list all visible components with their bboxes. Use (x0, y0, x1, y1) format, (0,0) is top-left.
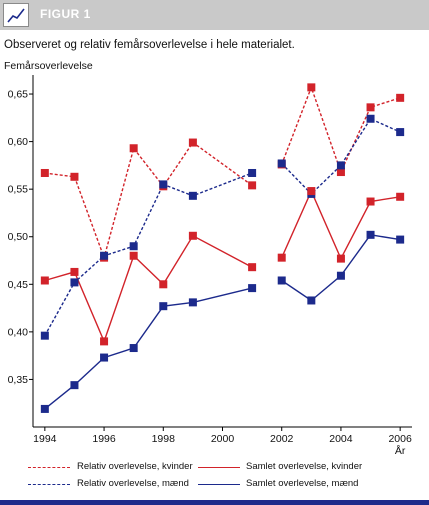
x-tick-label: 2000 (211, 433, 235, 445)
data-point-2 (129, 251, 138, 260)
figure-title: FIGUR 1 (40, 7, 91, 21)
data-point-2 (396, 192, 405, 201)
data-point-1 (70, 278, 79, 287)
data-point-2 (188, 231, 197, 240)
y-axis-label: Femårsoverlevelse (4, 60, 93, 72)
data-point-3 (248, 284, 257, 293)
series-line-0 (44, 141, 253, 261)
legend-label-relative-women: Relativ overlevelse, kvinder (77, 461, 193, 472)
y-tick-label: 0,50 (8, 231, 29, 243)
series-line-1 (281, 117, 401, 195)
data-point-0 (248, 181, 257, 190)
x-tick-label: 2004 (329, 433, 353, 445)
data-point-2 (159, 280, 168, 289)
line-chart: 0,35 0,40 0,45 0,50 0,55 0,60 0,65 1994 1996 1998… (8, 75, 412, 457)
data-point-1 (336, 161, 345, 170)
y-tick-label: 0,45 (8, 279, 29, 291)
data-point-2 (336, 254, 345, 263)
data-point-1 (159, 180, 168, 189)
data-point-2 (366, 197, 375, 206)
legend-swatch-relative-men (28, 484, 70, 485)
legend-label-total-men: Samlet overlevelse, mænd (246, 478, 359, 489)
data-point-3 (188, 298, 197, 307)
data-point-0 (366, 103, 375, 112)
data-point-3 (277, 276, 286, 285)
x-tick-label: 1994 (33, 433, 57, 445)
x-tick-label: 1998 (152, 433, 176, 445)
data-point-1 (129, 242, 138, 251)
data-point-0 (336, 168, 345, 177)
bottom-rule (0, 500, 429, 505)
data-point-2 (40, 276, 49, 285)
data-point-3 (129, 344, 138, 353)
series-line-2 (44, 234, 253, 344)
legend-label-relative-men: Relativ overlevelse, mænd (77, 478, 189, 489)
data-point-1 (100, 251, 109, 260)
chart-subtitle: Observeret og relativ femårsoverlevelse … (4, 39, 295, 51)
x-tick-label: 2006 (388, 433, 412, 445)
legend-label-total-women: Samlet overlevelse, kvinder (246, 461, 363, 472)
data-point-2 (307, 187, 316, 196)
data-point-0 (129, 144, 138, 153)
series-line-3 (44, 287, 253, 410)
legend-swatch-relative-women (28, 467, 70, 468)
data-point-2 (100, 337, 109, 346)
chart-legend: Relativ overlevelse, kvinder Relativ ove… (0, 460, 429, 494)
data-point-3 (100, 353, 109, 362)
data-point-1 (188, 191, 197, 200)
data-point-1 (366, 114, 375, 123)
series-line-0 (281, 85, 401, 174)
data-point-3 (159, 302, 168, 311)
data-point-2 (248, 263, 257, 272)
data-point-0 (396, 93, 405, 102)
data-point-3 (396, 235, 405, 244)
data-point-0 (307, 83, 316, 92)
chart-icon (3, 3, 29, 27)
data-point-1 (396, 128, 405, 137)
y-tick-label: 0,65 (8, 89, 29, 101)
data-point-2 (70, 267, 79, 276)
data-point-1 (40, 331, 49, 340)
series-line-2 (281, 189, 401, 261)
data-point-3 (366, 230, 375, 239)
y-tick-label: 0,40 (8, 326, 29, 338)
legend-swatch-total-women (198, 467, 240, 468)
x-axis-label: År (395, 444, 406, 457)
data-point-3 (40, 404, 49, 413)
data-point-3 (336, 271, 345, 280)
data-point-0 (188, 138, 197, 147)
series-line-3 (281, 234, 401, 302)
y-tick-label: 0,35 (8, 374, 29, 386)
legend-swatch-total-men (198, 484, 240, 485)
data-point-3 (70, 381, 79, 390)
figure-header: FIGUR 1 (0, 0, 429, 30)
y-tick-label: 0,60 (8, 136, 29, 148)
series-line-1 (44, 172, 253, 337)
x-tick-label: 2002 (270, 433, 294, 445)
y-tick-label: 0,55 (8, 184, 29, 196)
x-tick-label: 1996 (92, 433, 116, 445)
data-point-1 (248, 168, 257, 177)
data-point-0 (70, 172, 79, 181)
data-point-1 (277, 159, 286, 168)
data-point-3 (307, 296, 316, 305)
data-point-0 (40, 168, 49, 177)
data-point-2 (277, 253, 286, 262)
